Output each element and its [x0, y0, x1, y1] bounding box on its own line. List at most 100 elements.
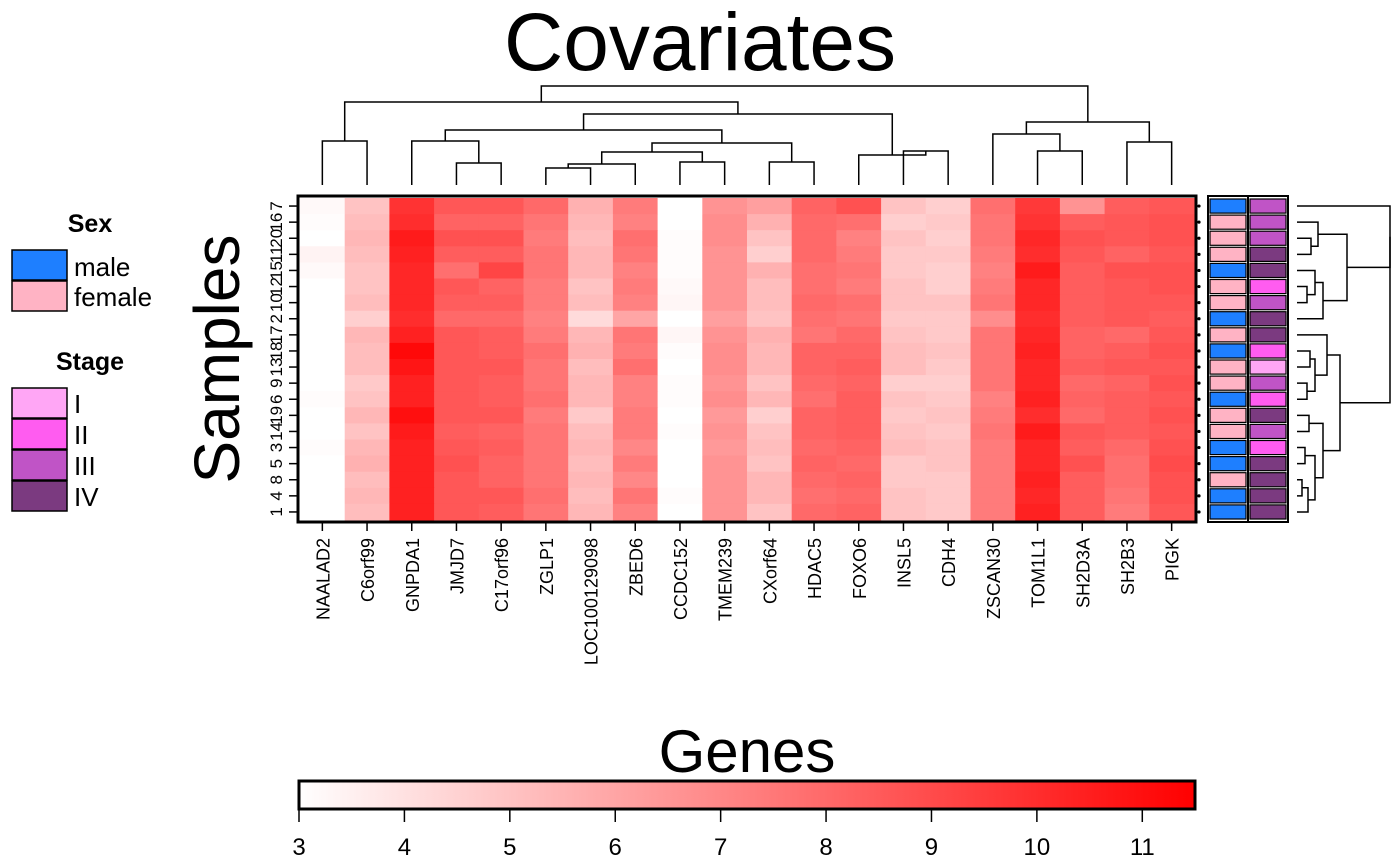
heatmap-cell-9-SH2B3	[1104, 375, 1150, 392]
heatmap-cell-13-ZGLP1	[523, 359, 569, 376]
legend-sex: Sex male female	[11, 210, 152, 312]
row-tick-right	[1197, 397, 1201, 401]
heatmap-cell-13-FOXO6	[836, 359, 882, 376]
heatmap-cell-9-C17orf96	[478, 375, 524, 392]
heatmap-cell-7-LOC100129098	[568, 198, 614, 215]
column-label-TOM1L1: TOM1L1	[1029, 538, 1049, 608]
dendrogram-link	[1297, 446, 1306, 465]
heatmap-cell-7-CXorf64	[747, 198, 793, 215]
heatmap-cell-11-JMJD7	[434, 246, 480, 263]
colorbar-tick-label: 5	[503, 834, 516, 861]
heatmap-cell-12-PIGK	[1149, 278, 1195, 296]
heatmap-cell-9-TOM1L1	[1015, 375, 1061, 392]
heatmap-cell-8-CDH4	[925, 471, 971, 489]
dendrogram-link	[1126, 141, 1173, 185]
stage-cell-4	[1249, 488, 1287, 504]
heatmap-cell-1-CCDC152	[657, 503, 703, 521]
heatmap-cell-18-ZBED6	[612, 342, 659, 360]
row-label-5: 5	[267, 459, 286, 468]
legend-sex-title: Sex	[68, 210, 113, 238]
heatmap-cell-17-INSL5	[881, 326, 927, 344]
heatmap-cell-5-TOM1L1	[1015, 455, 1061, 473]
heatmap-cell-4-LOC100129098	[568, 487, 614, 505]
heatmap-cell-7-NAALAD2	[300, 198, 346, 215]
dendrogram-link	[1297, 237, 1312, 256]
heatmap-cell-17-ZSCAN30	[970, 326, 1016, 344]
heatmap-cell-11-C6orf99	[344, 246, 390, 263]
heatmap-cell-14-INSL5	[881, 423, 927, 440]
heatmap-cell-5-GNPDA1	[389, 455, 435, 473]
heatmap-cell-6-LOC100129098	[568, 391, 614, 408]
heatmap-cell-17-TOM1L1	[1015, 326, 1061, 344]
heatmap-cell-6-C17orf96	[478, 391, 524, 408]
heatmap-cell-14-FOXO6	[836, 423, 882, 440]
covariate-bars	[1209, 198, 1287, 520]
heatmap-cell-2-C6orf99	[344, 310, 390, 328]
heatmap-cell-11-HDAC5	[791, 246, 837, 263]
heatmap-cell-8-NAALAD2	[300, 471, 346, 489]
heatmap-cell-3-SH2B3	[1104, 439, 1150, 457]
heatmap-cell-11-PIGK	[1149, 246, 1195, 263]
heatmap-cell-9-ZBED6	[612, 375, 659, 392]
sex-cell-3	[1209, 439, 1247, 456]
heatmap-cell-2-GNPDA1	[389, 310, 435, 328]
heatmap-cell-3-FOXO6	[836, 439, 882, 457]
heatmap-cell-6-INSL5	[881, 391, 927, 408]
heatmap-cell-13-C6orf99	[344, 359, 390, 376]
heatmap-cell-16-CDH4	[925, 214, 971, 231]
heatmap-cell-4-TMEM239	[702, 487, 748, 505]
column-label-CDH4: CDH4	[939, 538, 959, 587]
chart-title: Covariates	[504, 0, 896, 88]
dendrogram-link	[1297, 479, 1303, 497]
row-tick-right	[1197, 381, 1201, 385]
row-label-1: 1	[267, 507, 286, 516]
stage-cell-5	[1249, 456, 1287, 472]
column-label-LOC100129098: LOC100129098	[582, 538, 602, 665]
dendrogram-link	[1309, 422, 1324, 479]
heatmap-cell-2-CDH4	[925, 310, 971, 328]
stage-cell-1	[1249, 504, 1287, 520]
row-tick-right	[1197, 429, 1201, 434]
heatmap-cell-1-C17orf96	[478, 503, 524, 521]
heatmap-cell-2-CCDC152	[657, 310, 703, 328]
row-tick-right	[1197, 365, 1201, 369]
y-axis-label: Samples	[181, 235, 253, 484]
heatmap-cell-14-GNPDA1	[389, 423, 435, 440]
heatmap-cell-15-JMJD7	[434, 262, 480, 279]
sex-cell-10	[1209, 295, 1247, 311]
sex-cell-14	[1209, 423, 1247, 440]
heatmap-cell-7-FOXO6	[836, 198, 882, 215]
heatmap-cell-15-FOXO6	[836, 262, 882, 279]
legend-swatch-female	[11, 280, 68, 312]
colorbar-tick-label: 3	[292, 834, 305, 861]
row-tick-right	[1197, 317, 1201, 321]
heatmap-cell-17-PIGK	[1149, 326, 1195, 344]
row-label-7: 7	[267, 201, 286, 210]
column-label-HDAC5: HDAC5	[805, 538, 825, 599]
heatmap-cell-20-C17orf96	[478, 230, 524, 247]
sex-cell-1	[1209, 504, 1247, 520]
legend-stage-title: Stage	[56, 348, 124, 376]
heatmap-cell-11-TMEM239	[702, 246, 748, 263]
stage-cell-13	[1249, 359, 1287, 375]
sex-cell-17	[1209, 327, 1247, 343]
heatmap-cell-3-ZGLP1	[523, 439, 569, 457]
row-tick-right	[1197, 413, 1201, 417]
heatmap-cell-6-SH2D3A	[1059, 391, 1106, 408]
heatmap-cell-9-CDH4	[925, 375, 971, 392]
legend-label-female: female	[74, 282, 152, 312]
heatmap-cell-14-CCDC152	[657, 423, 703, 440]
column-labels: NAALAD2 C6orf99 GNPDA1 JMJD7 C17orf96 ZGLP1 LO…	[313, 538, 1182, 665]
heatmap-cell-20-INSL5	[881, 230, 927, 247]
heatmap-cell-14-ZGLP1	[523, 423, 569, 440]
row-tick-right	[1197, 220, 1201, 224]
heatmap-cell-15-CXorf64	[747, 262, 793, 279]
heatmap-cell-16-SH2B3	[1104, 214, 1150, 231]
heatmap-cell-18-PIGK	[1149, 342, 1195, 360]
heatmap-cell-8-SH2D3A	[1059, 471, 1106, 489]
heatmap-cell-2-CXorf64	[747, 310, 793, 328]
heatmap-cell-13-SH2B3	[1104, 359, 1150, 376]
heatmap-cell-2-ZBED6	[612, 310, 659, 328]
row-label-19: 19	[267, 406, 286, 425]
row-label-4: 4	[267, 491, 286, 500]
